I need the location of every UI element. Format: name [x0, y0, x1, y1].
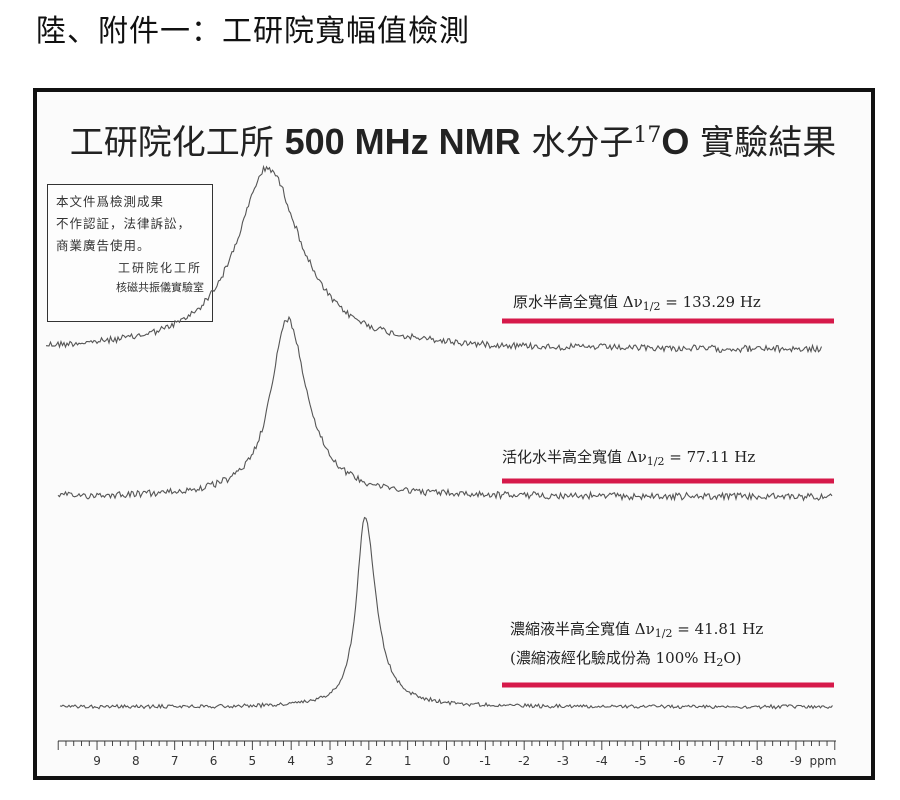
x-tick-label: -6 [673, 754, 685, 768]
x-tick-label: -8 [751, 754, 763, 768]
x-tick-label: 2 [365, 754, 373, 768]
figure-title-suffix: 實驗結果 [700, 123, 837, 163]
x-axis-unit-label: ppm [810, 754, 837, 768]
figure-title-prefix: 工研院化工所 [69, 123, 274, 163]
series-label-activated: 活化水半高全寬值 Δν1/2 = 77.11 Hz [502, 448, 756, 468]
stamp-line-3: 商業廣告使用。 [56, 238, 151, 253]
series-note-concentrate: (濃縮液經化驗成份為 100% H2O) [510, 649, 742, 669]
stamp-lab: 核磁共振儀實驗室 [116, 281, 204, 294]
figure-title-mid: 水分子 [531, 123, 634, 163]
x-tick-label: -2 [518, 754, 530, 768]
spectrum-trace-raw [45, 164, 823, 354]
disclaimer-stamp: 本文件爲檢測成果 不作認証，法律訴訟， 商業廣告使用。 工研院化工所 核磁共振儀… [47, 184, 213, 322]
x-tick-label: 3 [326, 754, 334, 768]
spectrum-trace-concentrate [59, 516, 833, 710]
x-tick-label: -5 [635, 754, 647, 768]
x-tick-label: 0 [443, 754, 451, 768]
stamp-line-1: 本文件爲檢測成果 [56, 194, 165, 209]
figure-title-isotope-symbol: O [661, 121, 690, 162]
x-tick-label: 1 [404, 754, 412, 768]
x-tick-label: -4 [596, 754, 608, 768]
figure-title-bold: 500 MHz NMR [284, 121, 521, 162]
x-tick-label: 6 [210, 754, 218, 768]
x-tick-label: 8 [132, 754, 140, 768]
x-tick-label: -3 [557, 754, 569, 768]
x-tick-label: 7 [171, 754, 179, 768]
stamp-line-2: 不作認証，法律訴訟， [56, 216, 192, 231]
stamp-org: 工研院化工所 [117, 261, 202, 275]
x-tick-label: 9 [93, 754, 101, 768]
page-heading: 陸、附件一：工研院寬幅值檢測 [36, 14, 470, 49]
figure-title-isotope-mass: 17 [633, 123, 662, 148]
x-tick-label: -1 [479, 754, 491, 768]
x-tick-label: 5 [249, 754, 257, 768]
x-tick-label: -7 [712, 754, 724, 768]
spectrum-trace-activated [57, 315, 833, 502]
series-label-raw: 原水半高全寬值 Δν1/2 = 133.29 Hz [513, 293, 761, 313]
x-tick-label: 4 [287, 754, 295, 768]
series-label-concentrate: 濃縮液半高全寬值 Δν1/2 = 41.81 Hz [510, 620, 764, 640]
figure-title: 工研院化工所 500 MHz NMR 水分子17O 實驗結果 [34, 115, 872, 164]
x-tick-label: -9 [790, 754, 802, 768]
